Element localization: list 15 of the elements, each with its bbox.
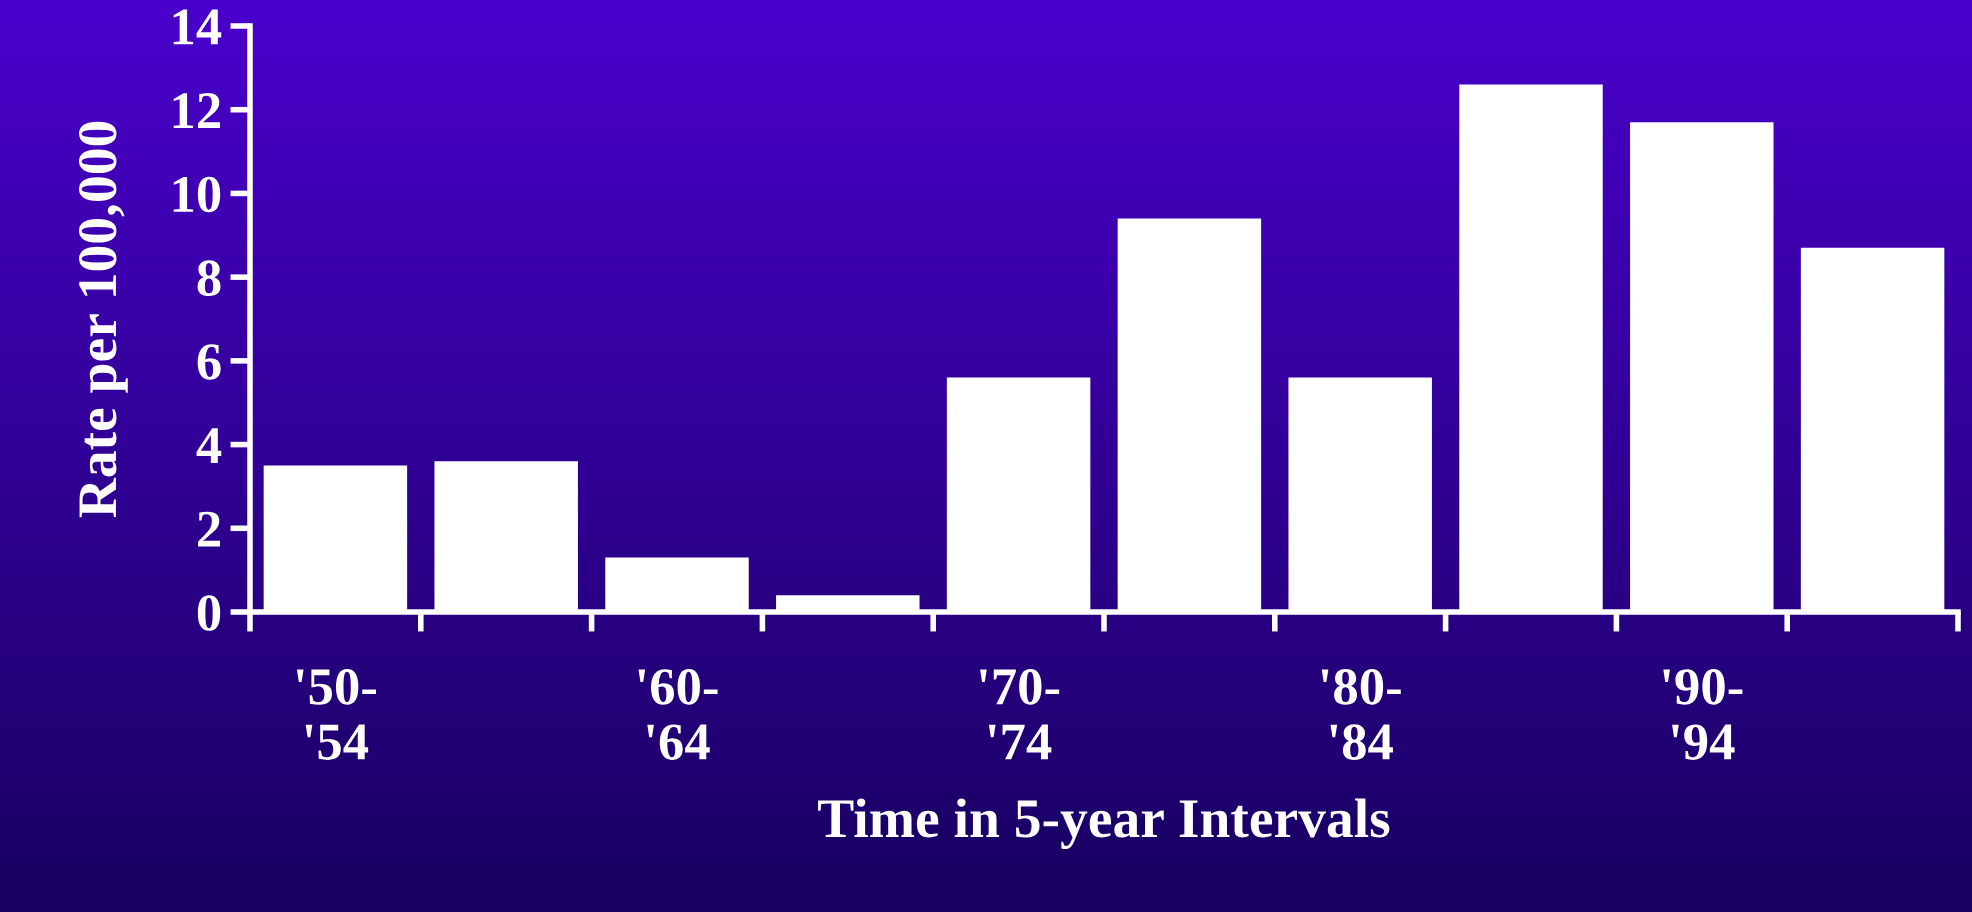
x-tick-label: '80- '84 xyxy=(1321,669,1401,760)
x-tick-label: '60- '64 xyxy=(638,669,718,760)
y-tick-label: 4 xyxy=(196,428,222,463)
y-tick-label: 12 xyxy=(173,93,220,129)
y-axis-title: Rate per 100,000 xyxy=(79,121,128,518)
y-tick-label: 8 xyxy=(197,260,221,296)
x-tick-label: '70- '74 xyxy=(980,669,1060,760)
y-tick-label: 0 xyxy=(197,595,221,631)
y-tick-label: 10 xyxy=(173,176,221,213)
x-tick-label: '50- '54 xyxy=(296,669,376,760)
y-tick-label: 6 xyxy=(197,344,221,380)
y-tick-label: 2 xyxy=(198,511,220,547)
x-tick-label: '90- '94 xyxy=(1663,669,1743,760)
x-axis-title: Time in 5-year Intervals xyxy=(818,798,1390,849)
y-tick-label: 14 xyxy=(173,9,222,45)
